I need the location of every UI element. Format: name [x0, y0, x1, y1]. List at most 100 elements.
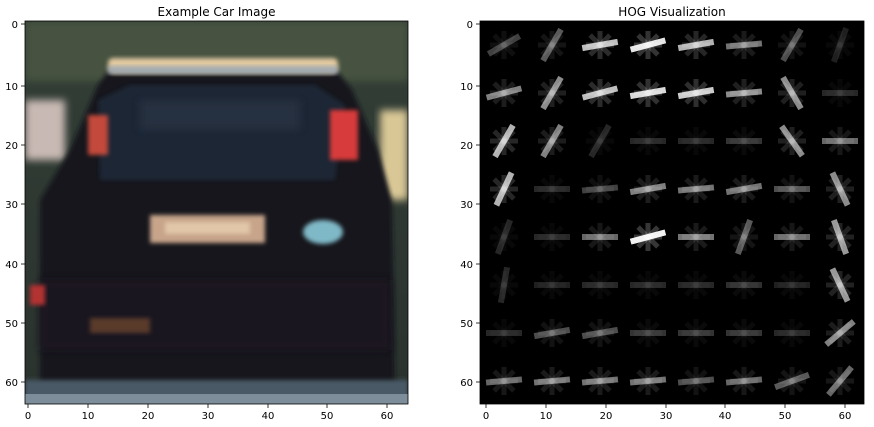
hog-cell-glyph [828, 129, 852, 153]
hog-cell-glyph [540, 75, 564, 111]
hog-cell-glyph [829, 171, 851, 207]
hog-cell-glyph [486, 33, 522, 57]
hog-y-tick: 0 [467, 20, 473, 31]
hog-cell-glyph [732, 33, 756, 57]
hog-cell-glyph [588, 177, 612, 201]
hog-cell-glyph [540, 321, 564, 345]
hog-cell-glyph [774, 372, 810, 390]
hog-cell-glyph [588, 321, 612, 345]
hog-cell-glyph [779, 124, 805, 158]
hog-cell-glyph [780, 369, 804, 393]
hog-cell-glyph [492, 369, 516, 393]
hog-cell-glyph [780, 369, 804, 393]
hog-cell-glyph [828, 129, 852, 153]
car-x-axis: 0 10 20 30 40 50 60 [25, 404, 393, 422]
hog-cell-glyph [780, 225, 804, 249]
hog-panel: HOG Visualization 0 10 20 30 40 50 60 [460, 5, 865, 422]
car-y-axis: 0 10 20 30 40 50 60 [5, 20, 25, 389]
hog-cell-glyph [588, 177, 612, 201]
hog-cell-glyph [732, 321, 756, 345]
hog-cell-glyph [533, 326, 571, 340]
hog-cell-glyph [492, 33, 516, 57]
hog-cell-glyph [629, 37, 667, 53]
hog-cell-glyph [629, 182, 667, 196]
hog-image [480, 21, 864, 404]
car-y-tick: 0 [12, 20, 18, 31]
car-y-tick: 60 [5, 378, 18, 389]
hog-cell-glyph [732, 273, 756, 297]
hog-cell-glyph [725, 40, 763, 50]
hog-cell-glyph [581, 38, 619, 52]
hog-cell-glyph [828, 369, 852, 393]
hog-cell-glyph [677, 376, 715, 386]
hog-cell-glyph [492, 33, 516, 57]
hog-cell-glyph [629, 376, 667, 386]
hog-x-tick: 60 [839, 411, 852, 422]
hog-cell-glyph [780, 177, 804, 201]
hog-x-tick: 20 [600, 411, 613, 422]
hog-cell-glyph [540, 33, 564, 57]
hog-cell-glyph [636, 321, 660, 345]
car-y-tick: 30 [5, 200, 18, 211]
hog-cell-glyph [732, 225, 756, 249]
hog-cell-glyph [540, 369, 564, 393]
hog-cell-glyph [684, 225, 708, 249]
hog-cell-glyph [677, 38, 715, 52]
hog-cell-glyph [831, 27, 849, 63]
hog-cell-glyph [684, 369, 708, 393]
hog-cell-glyph [826, 365, 854, 397]
hog-cell-glyph [495, 219, 513, 255]
car-x-tick: 20 [142, 411, 155, 422]
hog-cell-glyph [831, 219, 849, 255]
hog-cell-glyph [636, 369, 660, 393]
hog-cell-glyph [732, 129, 756, 153]
hog-cell-glyph [732, 177, 756, 201]
hog-cell-glyph [581, 376, 619, 386]
hog-cell-glyph [780, 27, 804, 63]
hog-cell-glyph [588, 369, 612, 393]
hog-cell-glyph [725, 88, 763, 98]
car-x-tick: 30 [202, 411, 215, 422]
hog-cell-glyph [677, 184, 715, 194]
hog-cell-glyph [725, 376, 763, 386]
hog-cell-glyph [732, 129, 756, 153]
hog-cell-glyph [684, 177, 708, 201]
panel-title-car: Example Car Image [158, 5, 276, 19]
hog-cell-glyph [829, 267, 851, 303]
hog-cell-glyph [497, 266, 511, 304]
hog-cell-glyph [677, 86, 715, 100]
hog-y-tick: 30 [460, 200, 473, 211]
hog-x-tick: 0 [483, 411, 489, 422]
panel-title-hog: HOG Visualization [618, 5, 725, 19]
hog-cell-glyph [684, 321, 708, 345]
car-x-tick: 10 [82, 411, 95, 422]
hog-cell-glyph [493, 171, 515, 207]
hog-cell-glyph [684, 177, 708, 201]
hog-cell-glyph [780, 75, 804, 111]
hog-x-tick: 40 [719, 411, 732, 422]
hog-cell-glyph [540, 33, 564, 57]
hog-y-tick: 50 [460, 319, 473, 330]
hog-cell-glyph [684, 225, 708, 249]
hog-cell-glyph [636, 369, 660, 393]
car-x-tick: 50 [321, 411, 334, 422]
hog-cell-glyph [780, 225, 804, 249]
hog-cell-glyph [540, 321, 564, 345]
hog-cell-glyph [684, 321, 708, 345]
car-x-tick: 40 [262, 411, 275, 422]
hog-cell-glyph [732, 273, 756, 297]
hog-x-tick: 10 [540, 411, 553, 422]
car-y-tick: 50 [5, 319, 18, 330]
hog-gradient-strokes [485, 27, 858, 397]
car-image [25, 21, 408, 404]
hog-cell-glyph [732, 177, 756, 201]
car-image-panel: Example Car Image [5, 5, 409, 422]
hog-y-tick: 10 [460, 82, 473, 93]
hog-cell-glyph [533, 376, 571, 386]
hog-cell-glyph [588, 321, 612, 345]
hog-cell-glyph [636, 321, 660, 345]
hog-cell-glyph [492, 123, 516, 159]
hog-cell-glyph [828, 369, 852, 393]
hog-cell-glyph [485, 85, 523, 101]
